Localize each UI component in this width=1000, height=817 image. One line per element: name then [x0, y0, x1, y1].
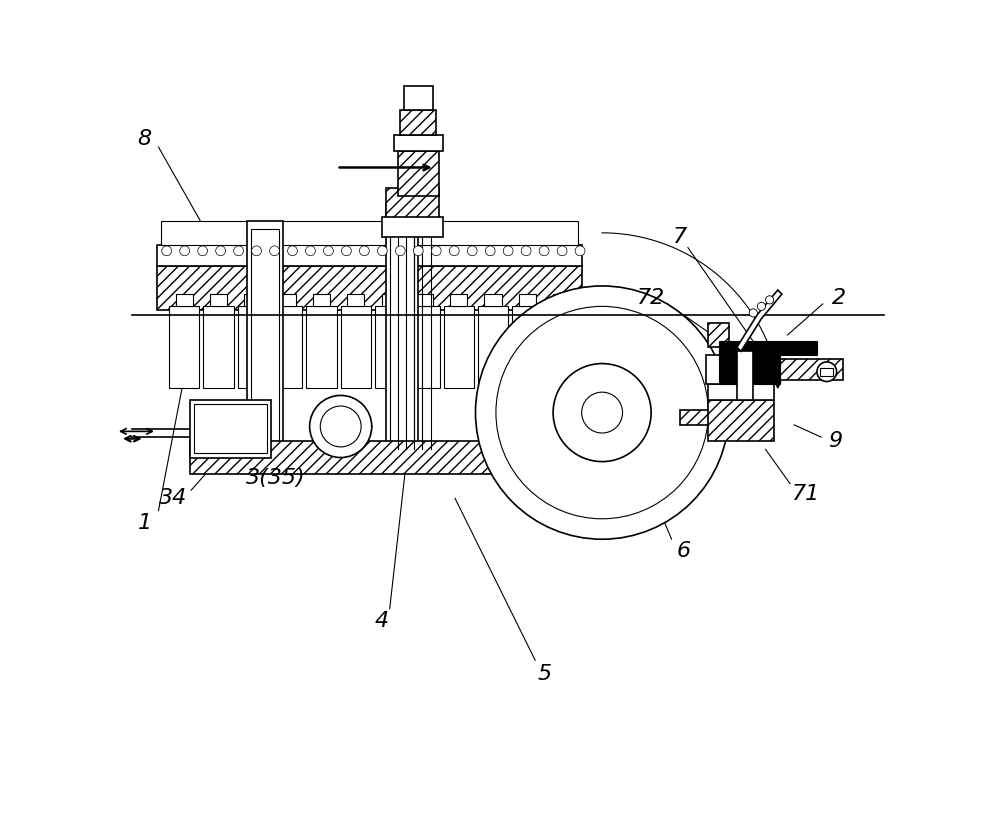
Bar	[519, 294, 536, 306]
Circle shape	[475, 286, 729, 539]
Circle shape	[320, 406, 361, 447]
Bar	[386, 204, 418, 449]
Circle shape	[180, 246, 190, 256]
Circle shape	[216, 246, 225, 256]
Bar	[444, 306, 474, 388]
Text: 7: 7	[673, 227, 687, 247]
Circle shape	[757, 302, 766, 310]
Bar	[708, 400, 774, 441]
Bar	[375, 306, 405, 388]
Bar	[176, 294, 193, 306]
Bar	[238, 306, 268, 388]
Circle shape	[539, 246, 549, 256]
Text: 5: 5	[538, 664, 552, 684]
Bar	[547, 306, 577, 388]
Bar	[347, 294, 364, 306]
Text: 3(35): 3(35)	[246, 468, 305, 488]
Bar	[190, 441, 614, 474]
Bar	[169, 306, 199, 388]
Circle shape	[467, 246, 477, 256]
Text: 72: 72	[637, 288, 665, 308]
Circle shape	[557, 246, 567, 256]
Text: 34: 34	[159, 489, 187, 508]
Bar	[386, 188, 439, 221]
Circle shape	[817, 362, 837, 382]
Bar	[737, 351, 753, 400]
Circle shape	[377, 246, 387, 256]
Circle shape	[582, 392, 623, 433]
Bar	[157, 245, 582, 266]
Circle shape	[342, 246, 351, 256]
Bar	[398, 151, 439, 196]
Text: 1: 1	[138, 513, 152, 533]
Bar	[247, 221, 283, 449]
Text: 8: 8	[138, 129, 152, 149]
Polygon shape	[737, 290, 782, 351]
Bar	[272, 306, 302, 388]
Bar	[680, 410, 733, 425]
Circle shape	[496, 306, 708, 519]
Text: 2: 2	[832, 288, 846, 308]
Text: 6: 6	[677, 542, 691, 561]
Circle shape	[270, 246, 279, 256]
Circle shape	[485, 246, 495, 256]
Bar	[161, 221, 578, 245]
Circle shape	[324, 246, 333, 256]
Circle shape	[395, 246, 405, 256]
Bar	[450, 294, 467, 306]
Circle shape	[575, 246, 585, 256]
Bar	[416, 294, 433, 306]
Text: 71: 71	[792, 484, 820, 504]
Bar	[525, 331, 684, 494]
Bar	[279, 294, 296, 306]
Circle shape	[310, 395, 372, 458]
Circle shape	[503, 246, 513, 256]
Bar	[404, 86, 433, 110]
Bar	[251, 229, 279, 449]
Bar	[708, 384, 774, 400]
Bar	[719, 341, 817, 355]
Bar	[157, 266, 582, 310]
Circle shape	[306, 246, 315, 256]
Circle shape	[766, 296, 774, 304]
Bar	[708, 323, 729, 347]
Bar	[382, 294, 399, 306]
Circle shape	[234, 246, 243, 256]
Bar	[478, 306, 508, 388]
Bar	[341, 306, 371, 388]
Circle shape	[449, 246, 459, 256]
Bar	[194, 404, 267, 453]
Bar	[400, 110, 436, 135]
Bar	[409, 306, 440, 388]
Bar	[553, 294, 570, 306]
Circle shape	[252, 246, 261, 256]
Bar	[719, 343, 780, 384]
Circle shape	[198, 246, 208, 256]
Circle shape	[553, 364, 651, 462]
Circle shape	[749, 309, 757, 317]
Bar	[484, 294, 502, 306]
Bar	[203, 306, 234, 388]
Bar	[394, 135, 443, 151]
Bar	[706, 355, 776, 384]
Bar	[210, 294, 227, 306]
Bar	[306, 306, 337, 388]
Bar	[313, 294, 330, 306]
Bar	[382, 217, 443, 237]
Bar	[390, 212, 414, 441]
Circle shape	[431, 246, 441, 256]
Bar	[820, 368, 833, 376]
Text: 9: 9	[828, 431, 842, 451]
Circle shape	[288, 246, 297, 256]
Circle shape	[521, 246, 531, 256]
Circle shape	[359, 246, 369, 256]
Circle shape	[162, 246, 172, 256]
Bar	[190, 400, 271, 458]
Text: 4: 4	[374, 611, 389, 631]
Bar	[729, 359, 843, 380]
Circle shape	[413, 246, 423, 256]
Bar	[244, 294, 261, 306]
Bar	[512, 306, 542, 388]
